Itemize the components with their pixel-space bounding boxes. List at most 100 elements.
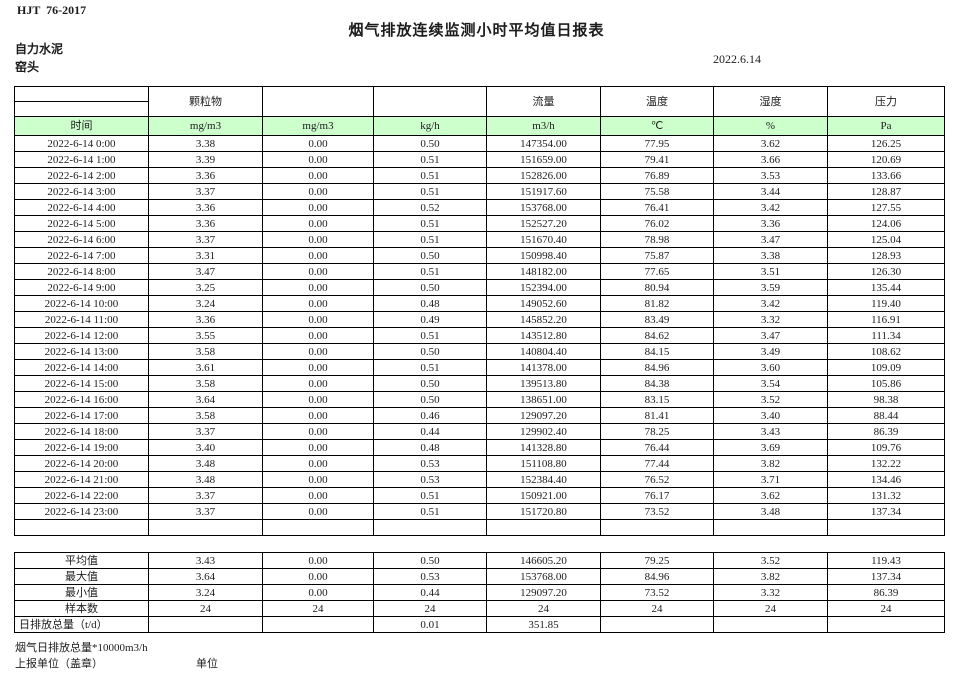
time-cell: 2022-6-14 8:00 — [14, 263, 149, 280]
value-cell: 77.65 — [600, 263, 714, 280]
table-row: 2022-6-14 0:00 3.38 0.00 0.50 147354.00 77.95… — [14, 135, 945, 152]
header-cell-pressure: 压力 — [827, 86, 945, 117]
value-cell: 127.55 — [827, 199, 945, 216]
value-cell: 0.00 — [262, 279, 374, 296]
value-cell: 3.51 — [713, 263, 828, 280]
value-cell: 3.82 — [713, 568, 828, 585]
summary-label-cell: 样本数 — [14, 600, 149, 617]
value-cell: 0.00 — [262, 439, 374, 456]
value-cell: 3.38 — [148, 135, 263, 152]
value-cell: 88.44 — [827, 407, 945, 424]
value-cell: 116.91 — [827, 311, 945, 328]
table-row: 2022-6-14 17:00 3.58 0.00 0.46 129097.20 81.4… — [14, 407, 945, 424]
value-cell: 0.46 — [373, 407, 487, 424]
value-cell: 24 — [600, 600, 714, 617]
time-cell: 2022-6-14 22:00 — [14, 487, 149, 504]
value-cell: 0.52 — [373, 199, 487, 216]
value-cell: 143512.80 — [486, 327, 601, 344]
time-cell: 2022-6-14 20:00 — [14, 455, 149, 472]
table-row: 2022-6-14 10:00 3.24 0.00 0.48 149052.60 81.8… — [14, 295, 945, 312]
value-cell: 3.40 — [713, 407, 828, 424]
value-cell: 0.51 — [373, 359, 487, 376]
value-cell: 150998.40 — [486, 247, 601, 264]
value-cell — [262, 519, 374, 536]
value-cell: 3.32 — [713, 311, 828, 328]
table-row: 2022-6-14 9:00 3.25 0.00 0.50 152394.00 80.94… — [14, 279, 945, 296]
value-cell: 152384.40 — [486, 471, 601, 488]
value-cell: 3.64 — [148, 568, 263, 585]
value-cell: 0.50 — [373, 391, 487, 408]
page-title: 烟气排放连续监测小时平均值日报表 — [348, 23, 605, 39]
value-cell: 76.17 — [600, 487, 714, 504]
table-row — [14, 519, 945, 536]
value-cell: 76.44 — [600, 439, 714, 456]
value-cell: 3.61 — [148, 359, 263, 376]
value-cell: 80.94 — [600, 279, 714, 296]
value-cell: 148182.00 — [486, 263, 601, 280]
value-cell: 0.00 — [262, 407, 374, 424]
value-cell: 149052.60 — [486, 295, 601, 312]
table-row: 2022-6-14 8:00 3.47 0.00 0.51 148182.00 77.65… — [14, 263, 945, 280]
value-cell: 137.34 — [827, 503, 945, 520]
value-cell: 81.82 — [600, 295, 714, 312]
value-cell: 3.82 — [713, 455, 828, 472]
report-unit-label: 上报单位（盖章） — [15, 658, 103, 670]
table-row: 2022-6-14 21:00 3.48 0.00 0.53 152384.40 76.5… — [14, 471, 945, 488]
value-cell — [827, 519, 945, 536]
time-cell: 2022-6-14 7:00 — [14, 247, 149, 264]
value-cell — [600, 519, 714, 536]
time-cell: 2022-6-14 6:00 — [14, 231, 149, 248]
value-cell: 0.50 — [373, 375, 487, 392]
table-row: 2022-6-14 4:00 3.36 0.00 0.52 153768.00 76.41… — [14, 199, 945, 216]
value-cell: 124.06 — [827, 215, 945, 232]
time-cell: 2022-6-14 17:00 — [14, 407, 149, 424]
value-cell: 86.39 — [827, 423, 945, 440]
value-cell: 0.48 — [373, 295, 487, 312]
table-row: 2022-6-14 6:00 3.37 0.00 0.51 151670.40 78.98… — [14, 231, 945, 248]
value-cell: 0.50 — [373, 552, 487, 569]
value-cell: 3.49 — [713, 343, 828, 360]
value-cell: 76.89 — [600, 167, 714, 184]
table-row: 2022-6-14 20:00 3.48 0.00 0.53 151108.80 77.4… — [14, 455, 945, 472]
table-row: 2022-6-14 2:00 3.36 0.00 0.51 152826.00 76.89… — [14, 167, 945, 184]
value-cell: 3.37 — [148, 503, 263, 520]
header-cell-empty — [262, 86, 374, 117]
value-cell: 3.58 — [148, 375, 263, 392]
value-cell: 111.34 — [827, 327, 945, 344]
report-date: 2022.6.14 — [713, 52, 761, 66]
time-cell: 2022-6-14 11:00 — [14, 311, 149, 328]
value-cell: 3.32 — [713, 584, 828, 601]
value-cell: 3.37 — [148, 231, 263, 248]
table-row: 2022-6-14 11:00 3.36 0.00 0.49 145852.20 83.4… — [14, 311, 945, 328]
value-cell: 84.62 — [600, 327, 714, 344]
value-cell: 3.36 — [148, 199, 263, 216]
value-cell: 84.96 — [600, 568, 714, 585]
value-cell: 3.53 — [713, 167, 828, 184]
summary-row: 最大值 3.64 0.00 0.53 153768.00 84.96 3.82 137.34 — [14, 568, 945, 585]
value-cell: 24 — [486, 600, 601, 617]
value-cell: 0.00 — [262, 183, 374, 200]
value-cell: 24 — [373, 600, 487, 617]
value-cell — [148, 616, 263, 633]
value-cell: 145852.20 — [486, 311, 601, 328]
value-cell: 76.41 — [600, 199, 714, 216]
measurement-table: 颗粒物 流量 温度 湿度 压力 时间 mg/m3 mg/m3 kg/h m3/h… — [14, 86, 945, 536]
value-cell: 3.42 — [713, 295, 828, 312]
value-cell: 151720.80 — [486, 503, 601, 520]
value-cell: 77.44 — [600, 455, 714, 472]
value-cell: 141328.80 — [486, 439, 601, 456]
value-cell — [713, 519, 828, 536]
value-cell: 3.42 — [713, 199, 828, 216]
value-cell: 151108.80 — [486, 455, 601, 472]
value-cell: 3.60 — [713, 359, 828, 376]
table-row: 2022-6-14 5:00 3.36 0.00 0.51 152527.20 76.02… — [14, 215, 945, 232]
value-cell — [600, 616, 714, 633]
value-cell: 3.37 — [148, 487, 263, 504]
value-cell: 0.00 — [262, 503, 374, 520]
table-row: 2022-6-14 23:00 3.37 0.00 0.51 151720.80 73.5… — [14, 503, 945, 520]
time-cell: 2022-6-14 15:00 — [14, 375, 149, 392]
value-cell: 126.25 — [827, 135, 945, 152]
value-cell: 134.46 — [827, 471, 945, 488]
value-cell: 3.52 — [713, 391, 828, 408]
